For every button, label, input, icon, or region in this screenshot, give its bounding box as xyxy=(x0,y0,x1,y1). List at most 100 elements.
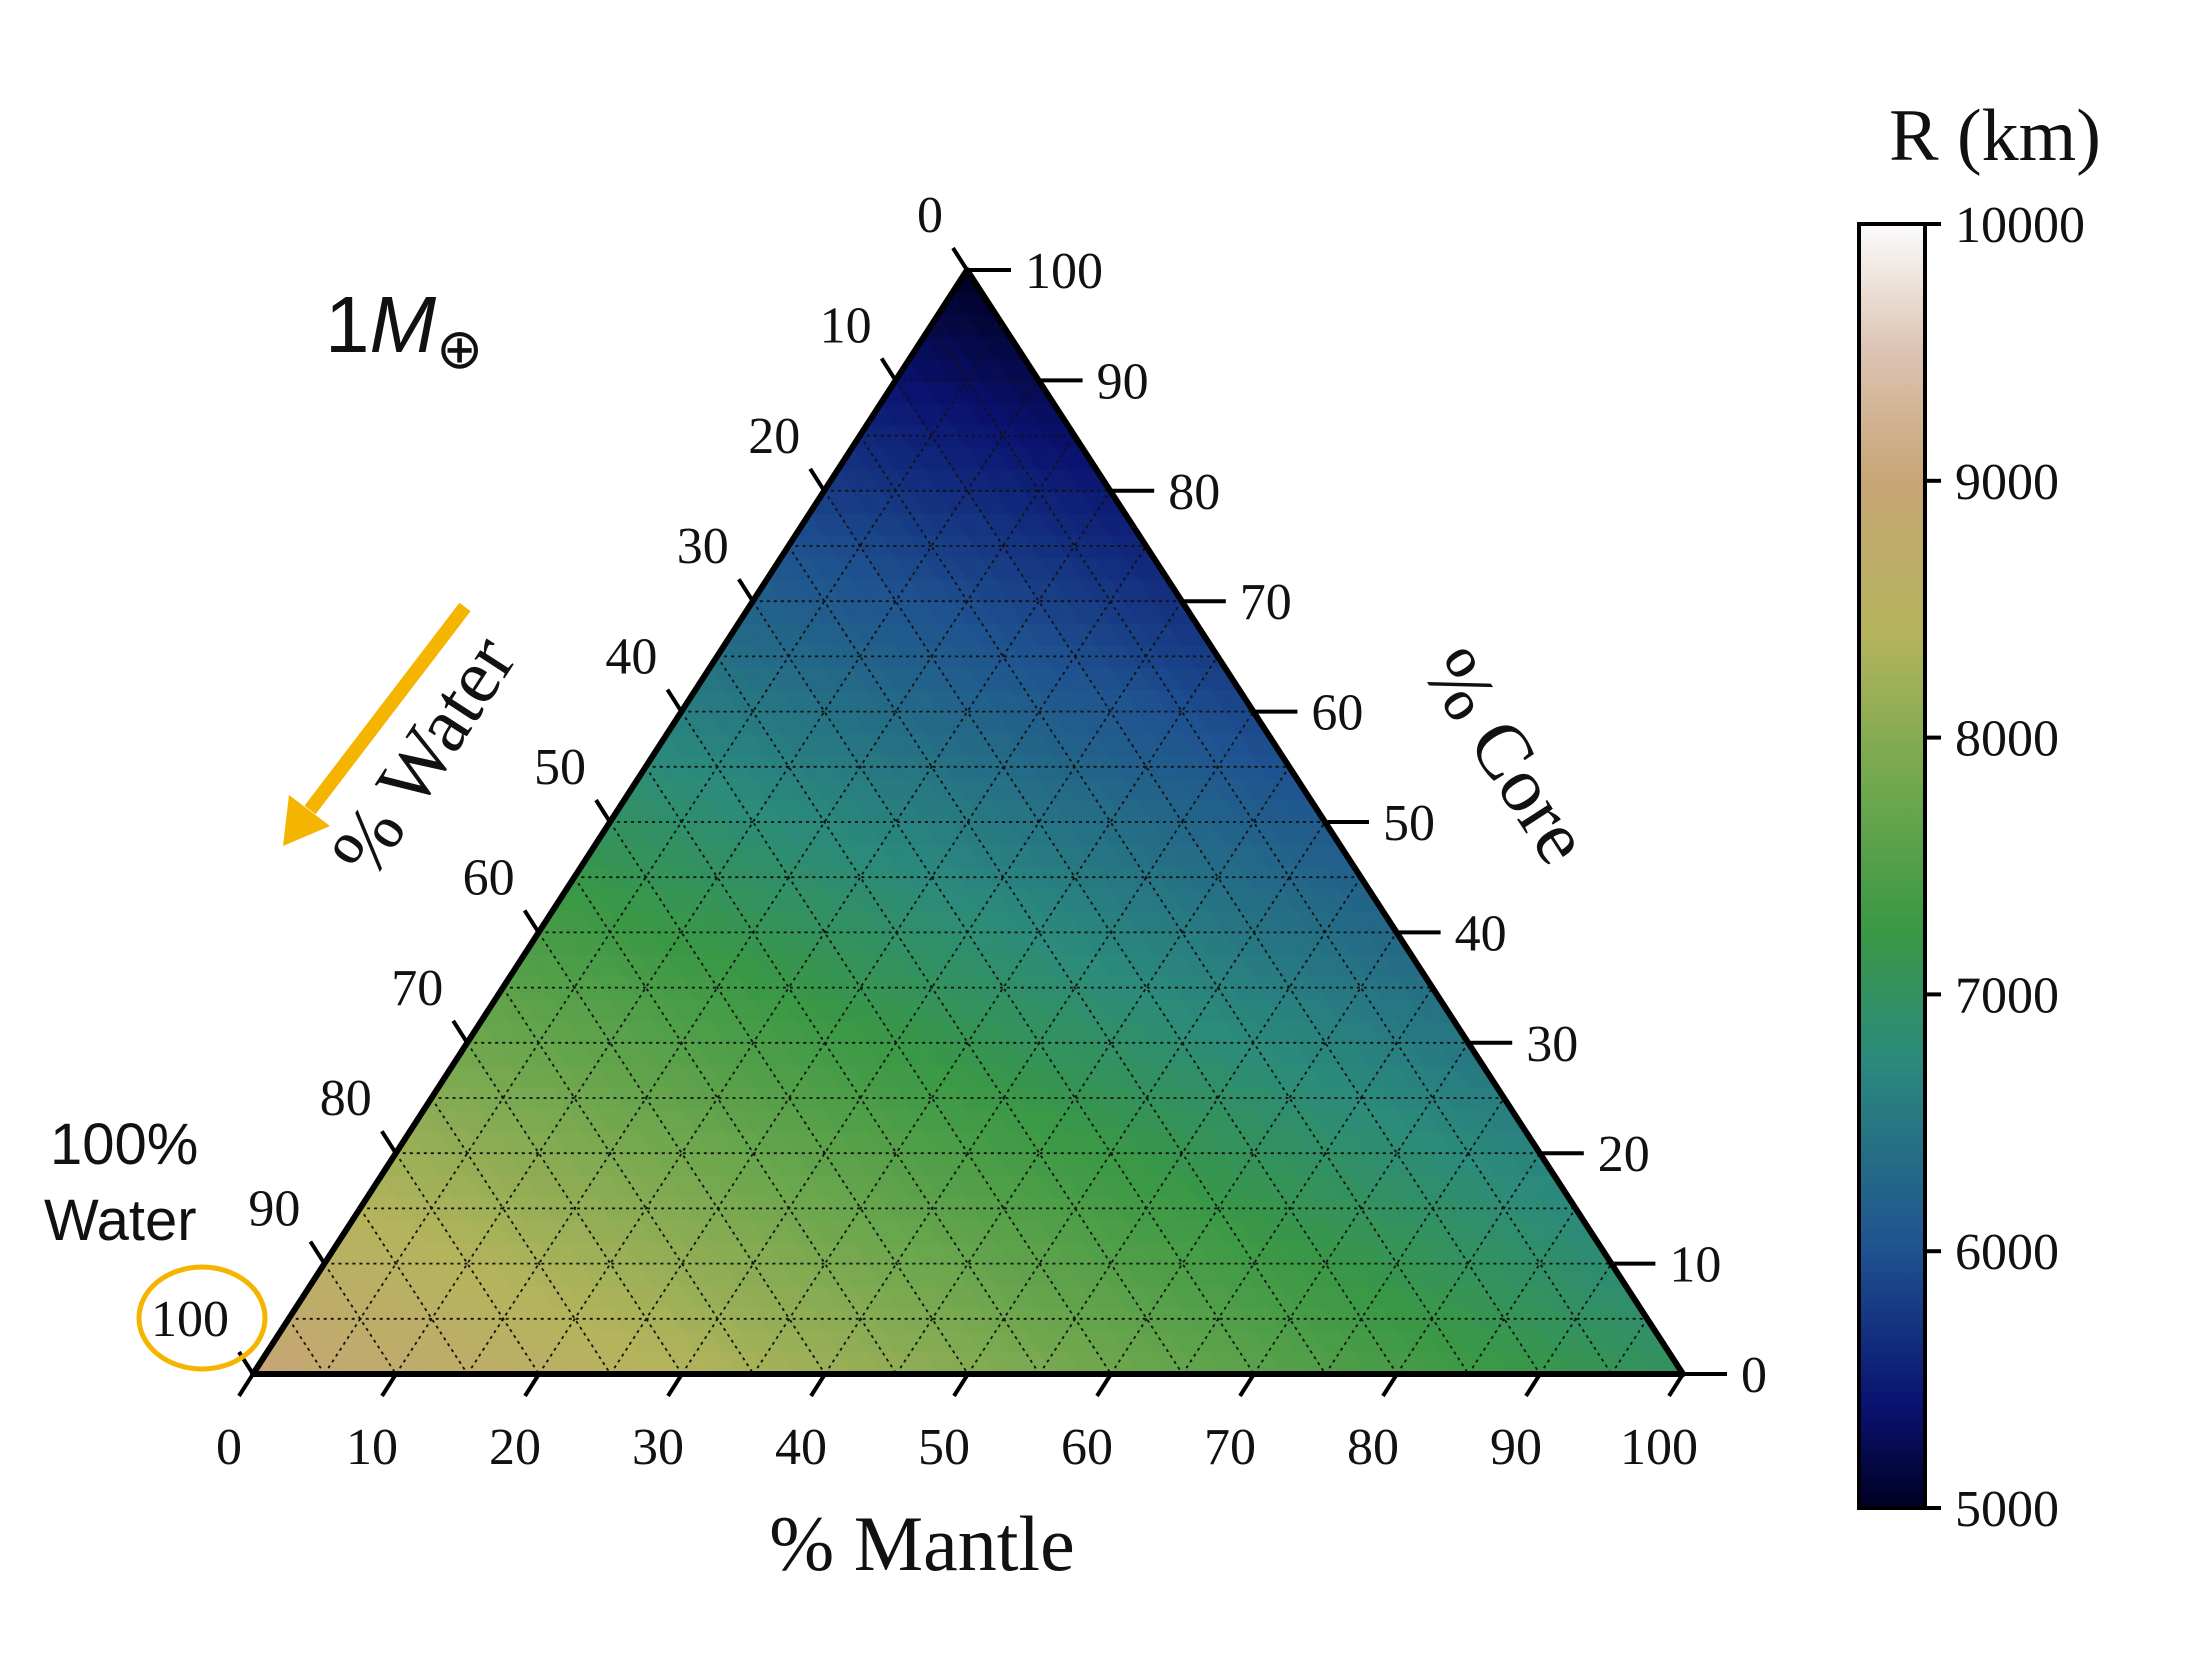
axis-tick xyxy=(380,1130,398,1155)
water-tick-label: 80 xyxy=(320,1070,372,1127)
axis-tick xyxy=(380,1372,398,1398)
core-tick-label: 30 xyxy=(1526,1016,1578,1073)
axis-tick xyxy=(1381,1372,1399,1398)
grid-line xyxy=(894,379,1541,1375)
grid-line xyxy=(466,435,1076,1375)
grid-line xyxy=(609,821,969,1375)
axis-ticks xyxy=(237,246,1727,1398)
ternary-grid xyxy=(287,324,1648,1375)
axis-tick xyxy=(308,1240,327,1265)
grid-line xyxy=(430,1097,612,1375)
grid-line xyxy=(395,1152,540,1375)
axis-tick xyxy=(1238,1372,1256,1398)
grid-line xyxy=(323,324,1004,1375)
water-tick-label: 60 xyxy=(463,849,515,906)
mantle-tick-label: 100 xyxy=(1620,1419,1698,1476)
axis-tick xyxy=(666,1372,684,1398)
grid-line xyxy=(859,435,1470,1375)
axis-tick xyxy=(522,909,541,934)
grid-line xyxy=(359,1207,469,1375)
colorbar: R (km) 5000 6000 7000 8000 9000 10000 xyxy=(1857,95,2101,1538)
water-100-highlight-circle xyxy=(136,1264,268,1372)
axis-tick-labels: 0 0 0 10 10 10 20 20 20 30 30 30 40 40 40 50 50 50 60 60 60 7… xyxy=(151,187,1767,1476)
colorbar-ticks: 5000 6000 7000 8000 9000 10000 xyxy=(1925,197,2085,1538)
colorbar-tick-label: 9000 xyxy=(1955,454,2059,511)
grid-line xyxy=(1253,1042,1469,1375)
water-tick-label: 40 xyxy=(605,629,657,686)
grid-line xyxy=(680,711,1112,1375)
colorbar-gradient xyxy=(1857,222,1927,1510)
mantle-axis-title: % Mantle xyxy=(769,1500,1074,1587)
mantle-tick-label: 80 xyxy=(1347,1419,1399,1476)
colorbar-tick-label: 6000 xyxy=(1955,1224,2059,1281)
core-tick-label: 20 xyxy=(1598,1126,1650,1183)
mantle-tick-label: 90 xyxy=(1490,1419,1542,1476)
grid-line xyxy=(824,711,1255,1375)
grid-line xyxy=(1324,1097,1505,1375)
mantle-tick-label: 20 xyxy=(489,1419,541,1476)
mantle-tick-label: 30 xyxy=(632,1419,684,1476)
planet-mass-label: 1M⊕ xyxy=(325,280,483,380)
grid-line xyxy=(930,324,1613,1375)
annotation-line2: Water xyxy=(44,1188,197,1253)
water-tick-label: 50 xyxy=(534,739,586,796)
axis-tick xyxy=(1667,1372,1685,1398)
water-tick-label: 10 xyxy=(820,297,872,354)
grid-line xyxy=(716,655,1184,1375)
mantle-tick-label: 0 xyxy=(216,1419,242,1476)
axis-tick xyxy=(808,467,826,492)
grid-line xyxy=(609,545,1147,1375)
axis-tick xyxy=(879,357,898,382)
mantle-tick-label: 10 xyxy=(346,1419,398,1476)
water-tick-label: 90 xyxy=(248,1181,300,1238)
core-tick-label: 90 xyxy=(1097,353,1149,410)
grid-line xyxy=(1396,1152,1541,1375)
colorbar-tick-label: 8000 xyxy=(1955,711,2059,768)
axis-tick xyxy=(665,688,684,713)
ternary-heatmap xyxy=(253,270,1683,1374)
core-tick-label: 50 xyxy=(1383,795,1435,852)
grid-line xyxy=(967,821,1326,1375)
core-tick-label: 0 xyxy=(1741,1347,1767,1404)
axis-tick xyxy=(952,1372,970,1398)
grid-line xyxy=(1038,876,1362,1375)
grid-line xyxy=(1467,1207,1577,1375)
axis-tick xyxy=(737,578,755,603)
grid-line xyxy=(538,490,1111,1375)
core-tick-label: 80 xyxy=(1168,464,1220,521)
core-tick-label: 70 xyxy=(1240,574,1292,631)
axis-tick xyxy=(1524,1372,1542,1398)
water-tick-label: 20 xyxy=(748,408,800,465)
grid-line xyxy=(644,766,1041,1375)
grid-line xyxy=(466,1042,683,1375)
axis-tick xyxy=(1095,1372,1113,1398)
axis-tick xyxy=(523,1372,541,1398)
water-tick-label: 70 xyxy=(391,960,443,1017)
grid-line xyxy=(573,876,898,1375)
colorbar-tick-label: 7000 xyxy=(1955,967,2059,1024)
mantle-tick-label: 40 xyxy=(775,1419,827,1476)
svg-text:1M⊕: 1M⊕ xyxy=(325,280,483,380)
mantle-tick-label: 70 xyxy=(1204,1419,1256,1476)
axis-tick xyxy=(809,1372,827,1398)
core-tick-label: 60 xyxy=(1311,685,1363,742)
colorbar-tick-label: 5000 xyxy=(1955,1481,2059,1538)
core-tick-label: 100 xyxy=(1025,243,1103,300)
axis-tick xyxy=(951,246,969,272)
axis-tick xyxy=(237,1372,255,1398)
core-tick-label: 10 xyxy=(1669,1237,1721,1294)
water-tick-label: 0 xyxy=(917,187,943,244)
water-direction-arrow xyxy=(283,602,471,846)
colorbar-title: R (km) xyxy=(1889,95,2101,177)
axis-tick xyxy=(451,1019,469,1044)
mantle-tick-label: 50 xyxy=(918,1419,970,1476)
colorbar-tick-label: 10000 xyxy=(1955,197,2085,254)
water-tick-label: 100 xyxy=(151,1291,229,1348)
grid-line xyxy=(752,655,1219,1375)
mantle-tick-label: 60 xyxy=(1061,1419,1113,1476)
annotation-line1: 100% xyxy=(50,1112,198,1177)
core-axis-title: % Core xyxy=(1406,633,1608,878)
core-tick-label: 40 xyxy=(1455,905,1507,962)
grid-line xyxy=(1539,1263,1613,1375)
